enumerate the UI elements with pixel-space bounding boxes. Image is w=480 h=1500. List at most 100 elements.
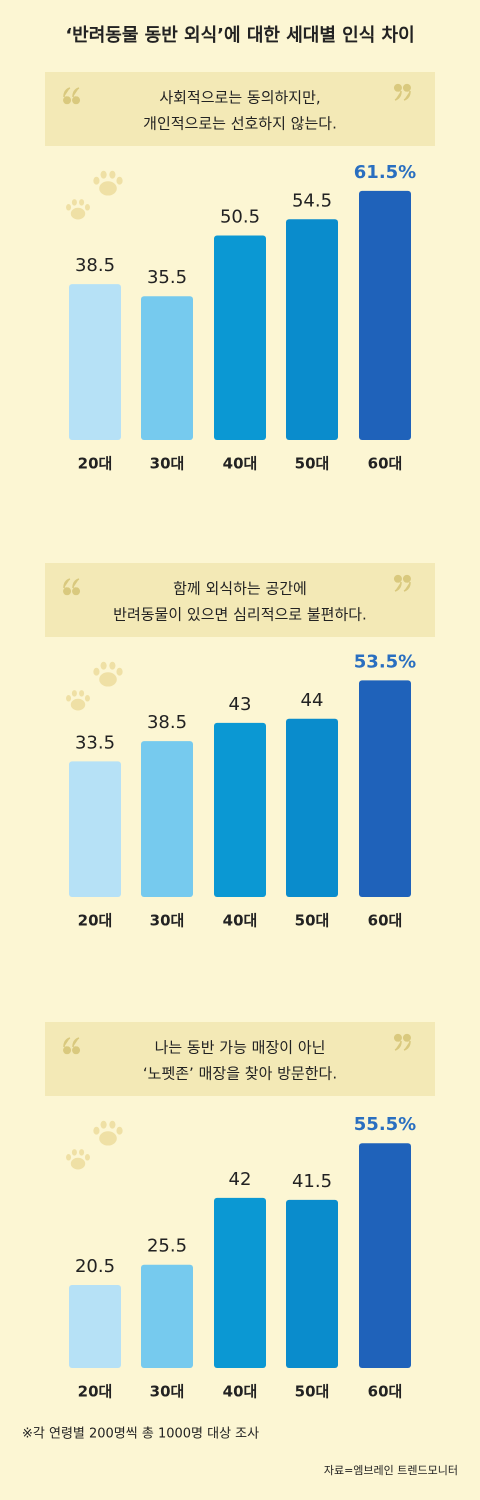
value-label: 54.5 [292,190,332,211]
paw-toe [84,204,90,211]
paw-pad [70,698,86,711]
value-label: 61.5% [354,162,416,183]
category-label: 40대 [223,455,258,473]
bar [359,1143,411,1368]
bar [69,761,121,897]
paw-toe [93,667,100,676]
page-title: ‘반려동물 동반 외식’에 대한 세대별 인식 차이 [65,25,414,46]
category-label: 20대 [78,1383,113,1401]
paw-pad [70,1157,86,1170]
quote-mark [403,83,411,101]
bar [286,1199,338,1368]
category-label: 50대 [295,912,330,930]
paw-toe [71,690,77,697]
paw-toe [93,1126,100,1135]
quote-box [45,1022,435,1096]
bar [359,190,411,440]
paw-toe [116,176,123,185]
category-label: 20대 [78,912,113,930]
value-label: 33.5 [75,732,115,753]
bar [69,284,121,440]
quote-box [45,563,435,637]
value-label: 55.5% [354,1114,416,1135]
bar [359,680,411,897]
paw-pad [99,1131,117,1146]
bar [141,296,193,440]
category-label: 30대 [150,455,185,473]
bar [214,722,266,897]
value-label: 38.5 [75,255,115,276]
paw-toe [109,1120,116,1129]
paw-toe [109,170,116,179]
quote-mark [63,87,71,105]
paw-toe [93,176,100,185]
category-label: 60대 [368,455,403,473]
quote-mark [72,578,80,596]
category-label: 30대 [150,1383,185,1401]
quote-text: 사회적으로는 동의하지만, [159,89,320,107]
quote-mark [72,1037,80,1055]
category-label: 50대 [295,1383,330,1401]
category-label: 20대 [78,455,113,473]
category-label: 60대 [368,1383,403,1401]
quote-box [45,72,435,146]
paw-toe [84,695,90,702]
paw-toe [66,204,72,211]
value-label: 25.5 [147,1236,187,1257]
paw-toe [100,170,107,179]
paw-pad [70,207,86,220]
paw-toe [79,1149,85,1156]
value-label: 50.5 [220,206,260,227]
quote-mark [72,87,80,105]
paw-toe [116,667,123,676]
quote-mark [394,83,402,101]
paw-toe [116,1126,123,1135]
quote-mark [403,574,411,592]
bar [214,1197,266,1368]
quote-text: 함께 외식하는 공간에 [173,580,307,598]
quote-mark [394,574,402,592]
category-label: 30대 [150,912,185,930]
bar [214,235,266,440]
category-label: 50대 [295,455,330,473]
paw-toe [71,199,77,206]
value-label: 35.5 [147,267,187,288]
bar [69,1284,121,1368]
category-label: 60대 [368,912,403,930]
quote-mark [63,578,71,596]
value-label: 43 [229,694,252,715]
value-label: 44 [301,690,324,711]
paw-toe [79,199,85,206]
quote-mark [394,1033,402,1051]
footnote: ※각 연령별 200명씩 총 1000명 대상 조사 [22,1427,259,1442]
paw-toe [100,1120,107,1129]
paw-toe [71,1149,77,1156]
paw-toe [109,661,116,670]
value-label: 41.5 [292,1171,332,1192]
paw-toe [66,695,72,702]
quote-text: ‘노펫존’ 매장을 찾아 방문한다. [143,1065,337,1083]
quote-mark [403,1033,411,1051]
paw-toe [79,690,85,697]
value-label: 20.5 [75,1256,115,1277]
paw-toe [100,661,107,670]
source: 자료=엠브레인 트렌드모니터 [324,1464,458,1477]
category-label: 40대 [223,1383,258,1401]
category-label: 40대 [223,912,258,930]
quote-text: 개인적으로는 선호하지 않는다. [143,115,337,133]
value-label: 42 [229,1169,252,1190]
paw-toe [66,1154,72,1161]
bar [286,219,338,440]
bar [286,718,338,897]
paw-pad [99,181,117,196]
quote-mark [63,1037,71,1055]
quote-text: 반려동물이 있으면 심리적으로 불편하다. [113,606,367,624]
paw-pad [99,672,117,687]
paw-toe [84,1154,90,1161]
value-label: 53.5% [354,651,416,672]
bar [141,741,193,897]
quote-text: 나는 동반 가능 매장이 아닌 [155,1039,326,1057]
bar [141,1264,193,1368]
value-label: 38.5 [147,712,187,733]
